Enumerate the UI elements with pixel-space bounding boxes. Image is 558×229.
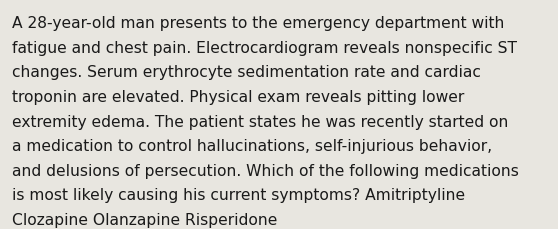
Text: A 28-year-old man presents to the emergency department with: A 28-year-old man presents to the emerge…: [12, 16, 504, 31]
Text: extremity edema. The patient states he was recently started on: extremity edema. The patient states he w…: [12, 114, 509, 129]
Text: is most likely causing his current symptoms? Amitriptyline: is most likely causing his current sympt…: [12, 188, 465, 202]
Text: troponin are elevated. Physical exam reveals pitting lower: troponin are elevated. Physical exam rev…: [12, 90, 464, 104]
Text: changes. Serum erythrocyte sedimentation rate and cardiac: changes. Serum erythrocyte sedimentation…: [12, 65, 481, 80]
Text: and delusions of persecution. Which of the following medications: and delusions of persecution. Which of t…: [12, 163, 519, 178]
Text: Clozapine Olanzapine Risperidone: Clozapine Olanzapine Risperidone: [12, 212, 278, 227]
Text: a medication to control hallucinations, self-injurious behavior,: a medication to control hallucinations, …: [12, 139, 492, 153]
Text: fatigue and chest pain. Electrocardiogram reveals nonspecific ST: fatigue and chest pain. Electrocardiogra…: [12, 41, 517, 55]
